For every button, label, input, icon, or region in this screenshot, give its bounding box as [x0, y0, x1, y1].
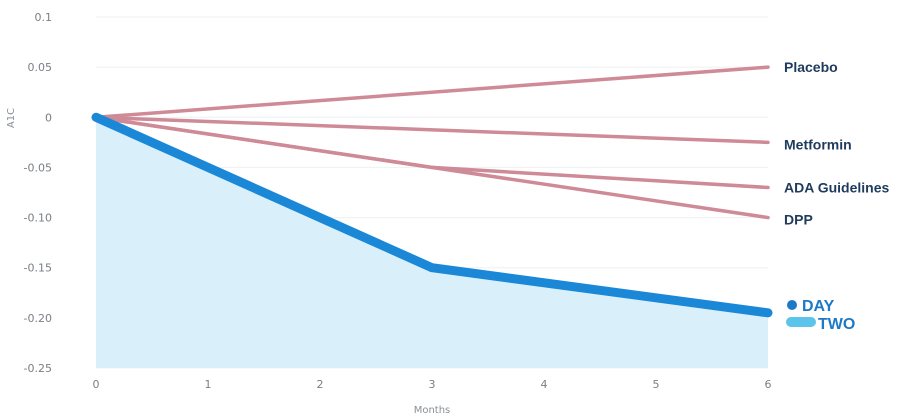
y-tick-label: 0.1 — [35, 11, 53, 24]
y-tick-label: -0.20 — [24, 312, 52, 325]
logo-word-two: TWO — [818, 316, 855, 333]
x-axis-title: Months — [414, 405, 451, 416]
series-lines — [91, 65, 773, 318]
x-tick-label: 6 — [765, 378, 772, 391]
x-tick-label: 2 — [317, 378, 324, 391]
series-label: Metformin — [784, 136, 852, 152]
area-fill — [96, 117, 768, 369]
y-tick-label: 0 — [45, 111, 52, 124]
comparison-series-line — [94, 115, 770, 145]
x-tick-label: 0 — [93, 378, 100, 391]
y-tick-label: -0.10 — [24, 212, 52, 225]
x-tick-label: 3 — [429, 378, 436, 391]
day-two-series-line — [91, 112, 773, 318]
y-axis-title: A1C — [6, 108, 17, 128]
series-label: DPP — [784, 212, 813, 228]
x-tick-label: 4 — [541, 378, 548, 391]
series-area — [96, 117, 768, 369]
comparison-series-line — [94, 115, 770, 220]
y-tick-label: -0.25 — [24, 362, 52, 375]
y-tick-label: 0.05 — [28, 61, 53, 74]
series-label: ADA Guidelines — [784, 179, 889, 195]
comparison-series-line — [94, 65, 770, 120]
logo-word-day: DAY — [802, 298, 835, 315]
series-label: Placebo — [784, 59, 838, 75]
y-tick-label: -0.05 — [24, 161, 52, 174]
x-tick-label: 1 — [205, 378, 212, 391]
day-two-logo: DAY TWO — [786, 298, 855, 333]
series-labels: Placebo Metformin ADA Guidelines DPP — [784, 59, 889, 227]
y-tick-label: -0.15 — [24, 262, 52, 275]
logo-dot-icon — [787, 300, 797, 310]
logo-pill-icon — [786, 317, 816, 327]
x-tick-label: 5 — [653, 378, 660, 391]
axis-ticks: 0.1 0.05 0 -0.05 -0.10 -0.15 -0.20 -0.25 0 1 2 3 4 5 6 — [24, 11, 772, 391]
